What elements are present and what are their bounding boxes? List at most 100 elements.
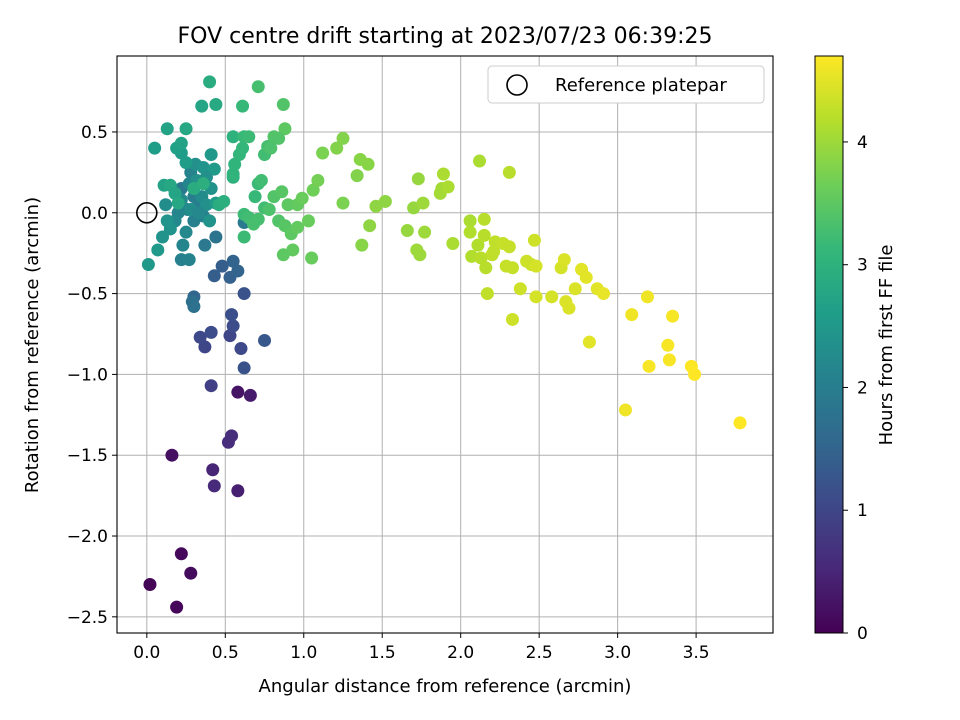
scatter-point [413, 248, 427, 262]
scatter-point [237, 287, 251, 301]
scatter-point [242, 130, 256, 144]
scatter-point [301, 214, 315, 228]
scatter-point [198, 238, 212, 252]
scatter-point [148, 141, 162, 155]
x-tick-label: 2.0 [447, 643, 474, 663]
scatter-point [350, 169, 364, 183]
scatter-point [316, 146, 330, 160]
scatter-point [436, 167, 450, 181]
scatter-point [336, 196, 350, 210]
scatter-point [505, 261, 519, 275]
scatter-point [306, 183, 320, 197]
scatter-point [243, 388, 257, 402]
scatter-point [416, 196, 430, 210]
scatter-point [231, 385, 245, 399]
scatter-point [311, 173, 325, 187]
scatter-point [441, 180, 455, 194]
reference-platepar-marker [136, 201, 158, 224]
scatter-point [502, 165, 516, 179]
scatter-point [355, 238, 369, 252]
scatter-point [141, 257, 155, 271]
scatter-point [171, 196, 185, 210]
colorbar-tick-label: 3 [857, 256, 868, 276]
chart-title: FOV centre drift starting at 2023/07/23 … [178, 24, 713, 49]
scatter-point [251, 80, 265, 94]
scatter-point [228, 157, 242, 171]
x-tick-label: 1.5 [369, 643, 396, 663]
scatter-point [254, 173, 268, 187]
scatter-points [141, 75, 747, 614]
colorbar-tick-label: 2 [857, 378, 868, 398]
scatter-point [226, 130, 240, 144]
x-tick-label: 3.5 [683, 643, 710, 663]
scatter-point [579, 270, 593, 284]
scatter-point [477, 228, 491, 242]
scatter-point [160, 122, 174, 136]
scatter-point [295, 191, 309, 205]
y-tick-label: −2.0 [67, 527, 108, 547]
scatter-point [226, 319, 240, 333]
scatter-point [275, 185, 289, 199]
scatter-point [513, 282, 527, 296]
legend-label-reference: Reference platepar [555, 75, 727, 96]
y-tick-label: −2.5 [67, 608, 108, 628]
scatter-point [159, 198, 173, 212]
colorbar-label: Hours from first FF file [876, 245, 897, 446]
y-tick-label: −0.5 [67, 285, 108, 305]
scatter-point [204, 148, 218, 162]
scatter-point [196, 177, 210, 191]
scatter-point [209, 97, 223, 111]
scatter-point [192, 206, 206, 220]
scatter-point [477, 212, 491, 226]
scatter-point [193, 330, 207, 344]
scatter-point [378, 194, 392, 208]
scatter-point [640, 290, 654, 304]
scatter-point [187, 300, 201, 314]
scatter-point [418, 225, 432, 239]
scatter-point [234, 342, 248, 356]
scatter-point [527, 233, 541, 247]
y-axis-label: Rotation from reference (arcmin) [22, 197, 43, 493]
scatter-point [226, 254, 240, 268]
scatter-point [276, 248, 290, 262]
scatter-point [204, 379, 218, 393]
scatter-point [529, 290, 543, 304]
scatter-point [236, 99, 250, 113]
scatter-point [174, 136, 188, 150]
scatter-point [179, 156, 193, 170]
scatter-point [545, 290, 559, 304]
scatter-point [557, 253, 571, 267]
colorbar: 0 1 2 3 4 Hours from first FF file [814, 55, 897, 644]
x-tick-label: 2.5 [526, 643, 553, 663]
scatter-point [182, 253, 196, 267]
scatter-point [666, 309, 680, 323]
scatter-point [281, 198, 295, 212]
scatter-point [236, 141, 250, 155]
scatter-point [473, 154, 487, 168]
x-tick-label: 1.0 [290, 643, 317, 663]
scatter-point [276, 97, 290, 111]
scatter-point [529, 259, 543, 273]
scatter-point [479, 261, 493, 275]
scatter-point [505, 312, 519, 326]
scatter-point [471, 238, 485, 252]
scatter-point [143, 578, 157, 592]
scatter-point [225, 308, 239, 322]
legend-marker-reference [506, 74, 528, 96]
scatter-point [203, 214, 217, 228]
scatter-point [209, 230, 223, 244]
scatter-point [733, 416, 747, 430]
scatter-point [251, 212, 265, 226]
scatter-point [231, 484, 245, 498]
scatter-point [480, 287, 494, 301]
x-tick-label: 0.0 [133, 643, 160, 663]
colorbar-tick-label: 4 [857, 133, 868, 153]
scatter-point [336, 131, 350, 145]
x-axis-label: Angular distance from reference (arcmin) [259, 676, 632, 697]
x-axis: 0.0 0.5 1.0 1.5 2.0 2.5 3.0 3.5 [133, 633, 710, 663]
scatter-point [170, 600, 184, 614]
legend: Reference platepar [487, 65, 765, 104]
scatter-point [361, 157, 375, 171]
scatter-point [272, 131, 286, 145]
scatter-point [174, 547, 188, 561]
